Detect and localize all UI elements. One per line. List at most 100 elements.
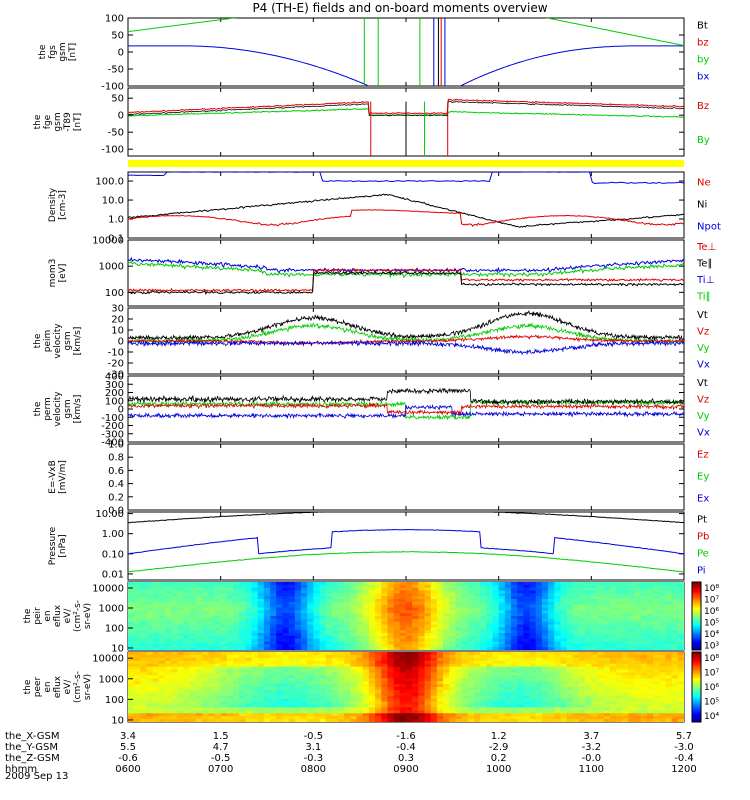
spectrogram-cell — [541, 627, 549, 631]
spectrogram-cell — [282, 652, 290, 656]
spectrogram-cell — [319, 593, 327, 597]
spectrogram-cell — [523, 716, 531, 720]
spectrogram-cell — [158, 638, 166, 643]
spectrogram-cell — [263, 596, 271, 600]
spectrogram-cell — [214, 663, 222, 668]
spectrogram-cell — [368, 704, 376, 709]
spectrogram-cell — [152, 630, 160, 634]
spectrogram-cell — [300, 647, 308, 650]
spectrogram-cell — [294, 698, 302, 703]
spectrogram-cell — [517, 644, 524, 648]
spectrogram-cell — [634, 716, 642, 720]
spectrogram-cell — [480, 681, 487, 685]
spectrogram-cell — [548, 582, 555, 586]
spectrogram-cell — [350, 599, 358, 603]
spectrogram-cell — [523, 627, 531, 631]
spectrogram-cell — [412, 707, 419, 711]
spectrogram-cell — [436, 710, 444, 714]
spectrogram-cell — [319, 635, 327, 640]
y-label-line: -T89 — [63, 112, 73, 132]
spectrogram-cell — [486, 618, 494, 623]
spectrogram-cell — [467, 652, 475, 656]
spectrogram-cell — [202, 604, 209, 609]
colorbar-segment — [692, 614, 701, 617]
spectrogram-cell — [245, 681, 253, 685]
spectrogram-cell — [294, 704, 302, 709]
spectrogram-cell — [189, 613, 197, 617]
spectrogram-cell — [226, 704, 234, 709]
spectrogram-cell — [134, 698, 141, 703]
spectrogram-cell — [313, 604, 321, 609]
spectrogram-cell — [622, 692, 629, 697]
spectrogram-cell — [344, 618, 351, 623]
spectrogram-cell — [455, 675, 463, 679]
spectrogram-cell — [245, 669, 253, 674]
spectrogram-cell — [152, 716, 160, 720]
spectrogram-cell — [449, 660, 457, 665]
spectrogram-cell — [523, 666, 531, 671]
spectrogram-cell — [134, 604, 141, 609]
series-pi — [128, 528, 684, 555]
spectrogram-cell — [387, 684, 395, 688]
spectrogram-cell — [325, 584, 333, 589]
spectrogram-cell — [319, 627, 327, 631]
spectrogram-cell — [473, 607, 481, 611]
spectrogram-cell — [628, 635, 636, 640]
spectrogram-cell — [381, 607, 389, 611]
spectrogram-cell — [307, 716, 314, 720]
spectrogram-cell — [628, 652, 636, 656]
spectrogram-cell — [424, 678, 432, 682]
spectrogram-cell — [671, 590, 679, 594]
spectrogram-cell — [294, 647, 302, 650]
spectrogram-cell — [640, 587, 648, 592]
spectrogram-cell — [461, 684, 469, 688]
spectrogram-cell — [331, 719, 339, 722]
spectrogram-cell — [319, 599, 327, 603]
spectrogram-cell — [134, 621, 141, 626]
spectrogram-cell — [461, 652, 469, 656]
spectrogram-cell — [288, 610, 296, 614]
spectrogram-cell — [616, 624, 623, 628]
spectrogram-cell — [677, 582, 684, 586]
spectrogram-cell — [214, 587, 222, 592]
spectrogram-cell — [300, 719, 308, 722]
spectrogram-cell — [220, 687, 228, 691]
spectrogram-cell — [412, 689, 419, 694]
spectrogram-cell — [511, 701, 518, 706]
ephemeris-value: 1.2 — [491, 731, 507, 742]
spectrogram-cell — [424, 616, 432, 620]
spectrogram-cell — [245, 652, 253, 656]
spectrogram-cell — [585, 616, 592, 620]
spectrogram-cell — [313, 713, 321, 717]
spectrogram-cell — [597, 627, 605, 631]
spectrogram-cell — [634, 654, 642, 659]
spectrogram-cell — [443, 644, 450, 648]
spectrogram-cell — [597, 587, 605, 592]
spectrogram-cell — [603, 660, 611, 665]
spectrogram-cell — [504, 675, 512, 679]
spectrogram-cell — [128, 675, 135, 679]
spectrogram-cell — [226, 666, 234, 671]
spectrogram-cell — [300, 641, 308, 645]
spectrogram-cell — [362, 582, 370, 586]
spectrogram-cell — [128, 599, 135, 603]
spectrogram-cell — [622, 582, 629, 586]
spectrogram-cell — [134, 672, 141, 676]
spectrogram-cell — [467, 678, 475, 682]
spectrogram-cell — [128, 666, 135, 671]
spectrogram-cell — [177, 621, 185, 626]
spectrogram-cell — [455, 713, 463, 717]
spectrogram-cell — [548, 604, 555, 609]
spectrogram-cell — [195, 710, 203, 714]
spectrogram-cell — [325, 713, 333, 717]
spectrogram-cell — [449, 604, 457, 609]
spectrogram-cell — [603, 692, 611, 697]
spectrogram-cell — [393, 593, 401, 597]
spectrogram-cell — [368, 672, 376, 676]
spectrogram-cell — [449, 627, 457, 631]
spectrogram-cell — [406, 657, 413, 662]
spectrogram-cell — [226, 601, 234, 606]
colorbar-segment — [692, 619, 701, 622]
spectrogram-cell — [362, 701, 370, 706]
spectrogram-cell — [239, 582, 246, 586]
